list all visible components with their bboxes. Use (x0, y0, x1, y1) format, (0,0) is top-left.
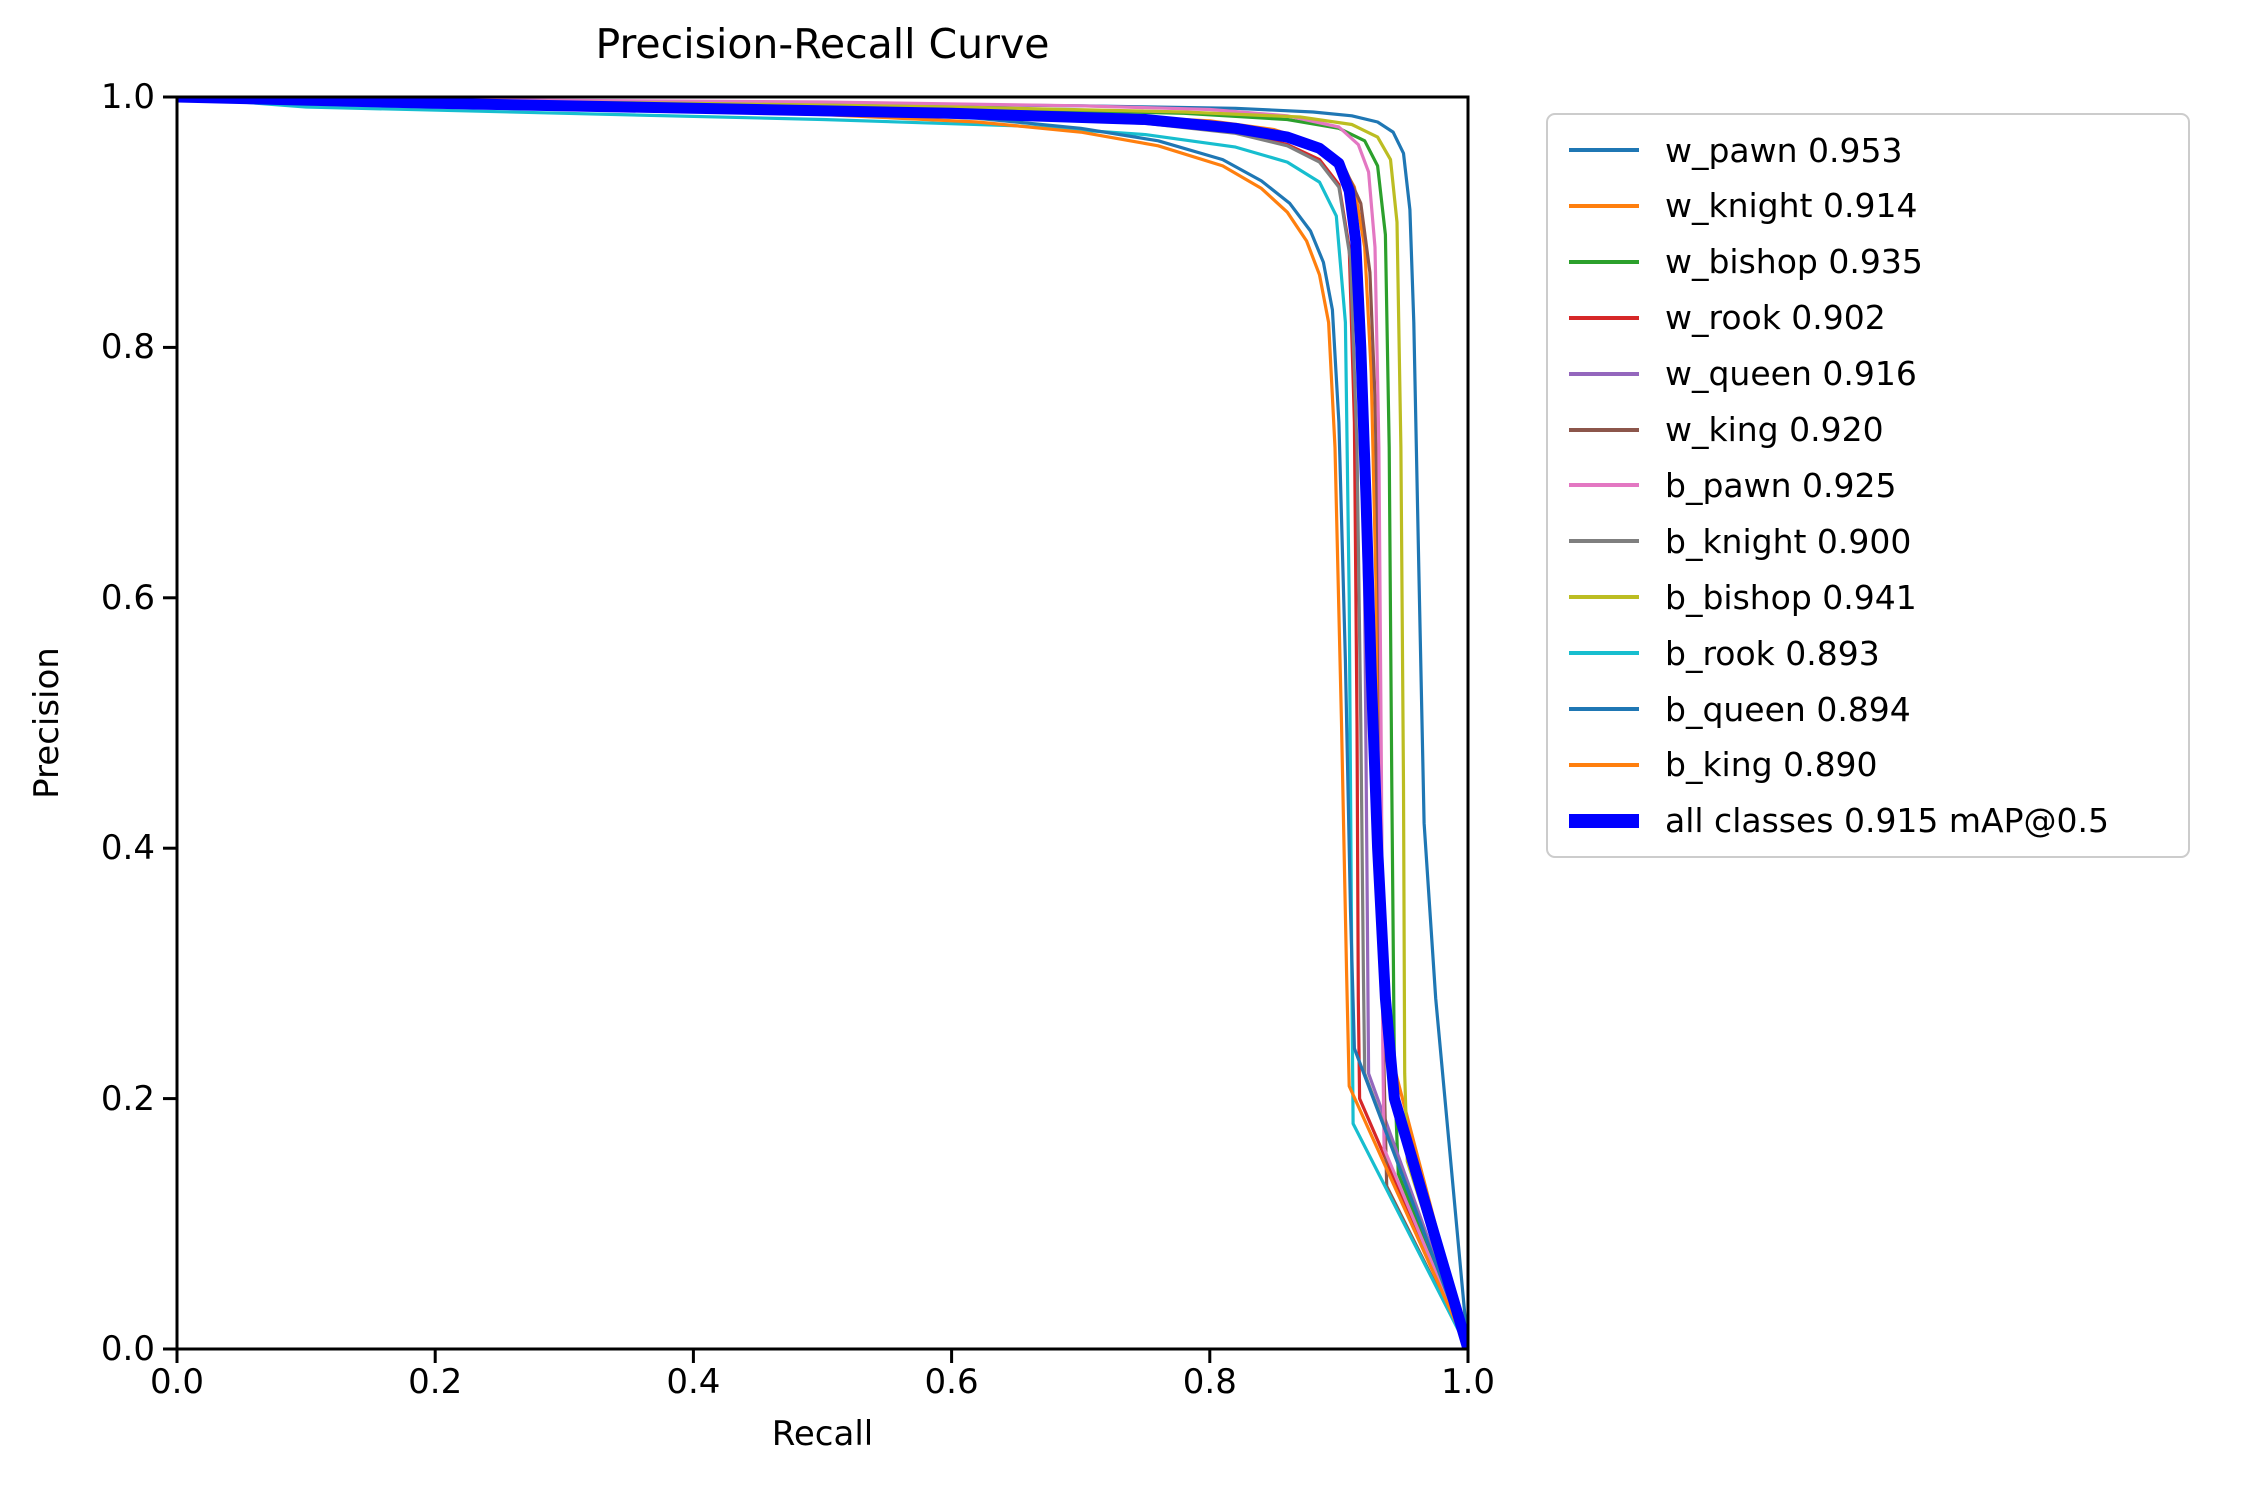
legend-item-label: w_rook 0.902 (1665, 298, 1886, 338)
legend-item-b_bishop: b_bishop 0.941 (1548, 576, 2188, 618)
legend-item-w_pawn: w_pawn 0.953 (1548, 129, 2188, 171)
legend-item-label: all classes 0.915 mAP@0.5 (1665, 801, 2110, 841)
legend-item-w_king: w_king 0.920 (1548, 409, 2188, 451)
legend-item-label: b_knight 0.900 (1665, 521, 1912, 561)
curve-w_bishop (177, 97, 1468, 1349)
legend-item-b_pawn: b_pawn 0.925 (1548, 464, 2188, 506)
legend-line-swatch (1569, 203, 1639, 208)
legend-item-b_knight: b_knight 0.900 (1548, 520, 2188, 562)
x-tick-label: 0.8 (1182, 1362, 1237, 1402)
legend-item-label: w_bishop 0.935 (1665, 242, 1923, 282)
x-tick-label: 0.6 (924, 1362, 979, 1402)
legend-line-swatch (1569, 595, 1639, 600)
curve-w_queen (177, 97, 1468, 1349)
legend-item-label: b_pawn 0.925 (1665, 465, 1897, 505)
legend-item-w_queen: w_queen 0.916 (1548, 353, 2188, 395)
legend-line-swatch (1569, 427, 1639, 432)
legend-item-w_knight: w_knight 0.914 (1548, 185, 2188, 227)
curve-b_king (177, 97, 1468, 1349)
y-tick-label: 0.6 (100, 577, 155, 618)
x-tick-label: 0.2 (408, 1362, 463, 1402)
x-tick-label: 0.0 (149, 1362, 205, 1402)
curve-b_queen (177, 97, 1468, 1349)
legend-item-label: b_queen 0.894 (1665, 689, 1911, 729)
curve-w_pawn (177, 97, 1468, 1349)
y-tick-label: 1.0 (100, 77, 155, 117)
legend-item-b_queen: b_queen 0.894 (1548, 688, 2188, 730)
legend-line-swatch (1569, 315, 1639, 320)
legend-item-w_rook: w_rook 0.902 (1548, 297, 2188, 339)
legend-line-swatch (1569, 371, 1639, 376)
legend-line-swatch (1569, 651, 1639, 656)
legend-item-label: w_knight 0.914 (1665, 186, 1918, 226)
chart-title: Precision-Recall Curve (595, 20, 1050, 68)
curve-b_knight (177, 97, 1468, 1349)
curve-b_pawn (177, 97, 1468, 1349)
curve-b_rook (177, 97, 1468, 1349)
legend-line-swatch (1569, 813, 1639, 828)
curve-w_knight (177, 97, 1468, 1349)
x-axis-label: Recall (771, 1414, 874, 1454)
y-tick-label: 0.8 (100, 327, 155, 368)
y-tick-label: 0.2 (100, 1078, 155, 1119)
legend-line-swatch (1569, 483, 1639, 488)
x-tick-label: 1.0 (1440, 1362, 1496, 1402)
legend-line-swatch (1569, 707, 1639, 712)
legend-item-label: b_king 0.890 (1665, 745, 1878, 785)
legend-line-swatch (1569, 259, 1639, 264)
y-axis-label: Precision (27, 647, 67, 799)
curve-w_rook (177, 97, 1468, 1349)
curve-b_bishop (177, 97, 1468, 1349)
legend-item-b_king: b_king 0.890 (1548, 744, 2188, 786)
curve-w_king (177, 97, 1468, 1349)
legend-item-all-classes: all classes 0.915 mAP@0.5 (1548, 800, 2188, 842)
legend-item-w_bishop: w_bishop 0.935 (1548, 241, 2188, 283)
legend: w_pawn 0.953 w_knight 0.914 w_bishop 0.9… (1546, 113, 2190, 858)
legend-item-label: w_queen 0.916 (1665, 354, 1917, 394)
legend-line-swatch (1569, 762, 1639, 767)
y-tick-label: 0.4 (100, 828, 155, 869)
axes-frame (175, 95, 1470, 1351)
legend-item-label: w_pawn 0.953 (1665, 130, 1903, 170)
y-tick-label: 0.0 (100, 1329, 155, 1369)
legend-item-label: w_king 0.920 (1665, 410, 1884, 450)
legend-item-label: b_bishop 0.941 (1665, 577, 1917, 617)
legend-item-label: b_rook 0.893 (1665, 633, 1880, 673)
curve-all-classes (177, 97, 1468, 1349)
legend-item-b_rook: b_rook 0.893 (1548, 632, 2188, 674)
x-tick-label: 0.4 (666, 1362, 721, 1402)
legend-line-swatch (1569, 148, 1639, 152)
curves-group (177, 97, 1468, 1349)
legend-line-swatch (1569, 539, 1639, 544)
